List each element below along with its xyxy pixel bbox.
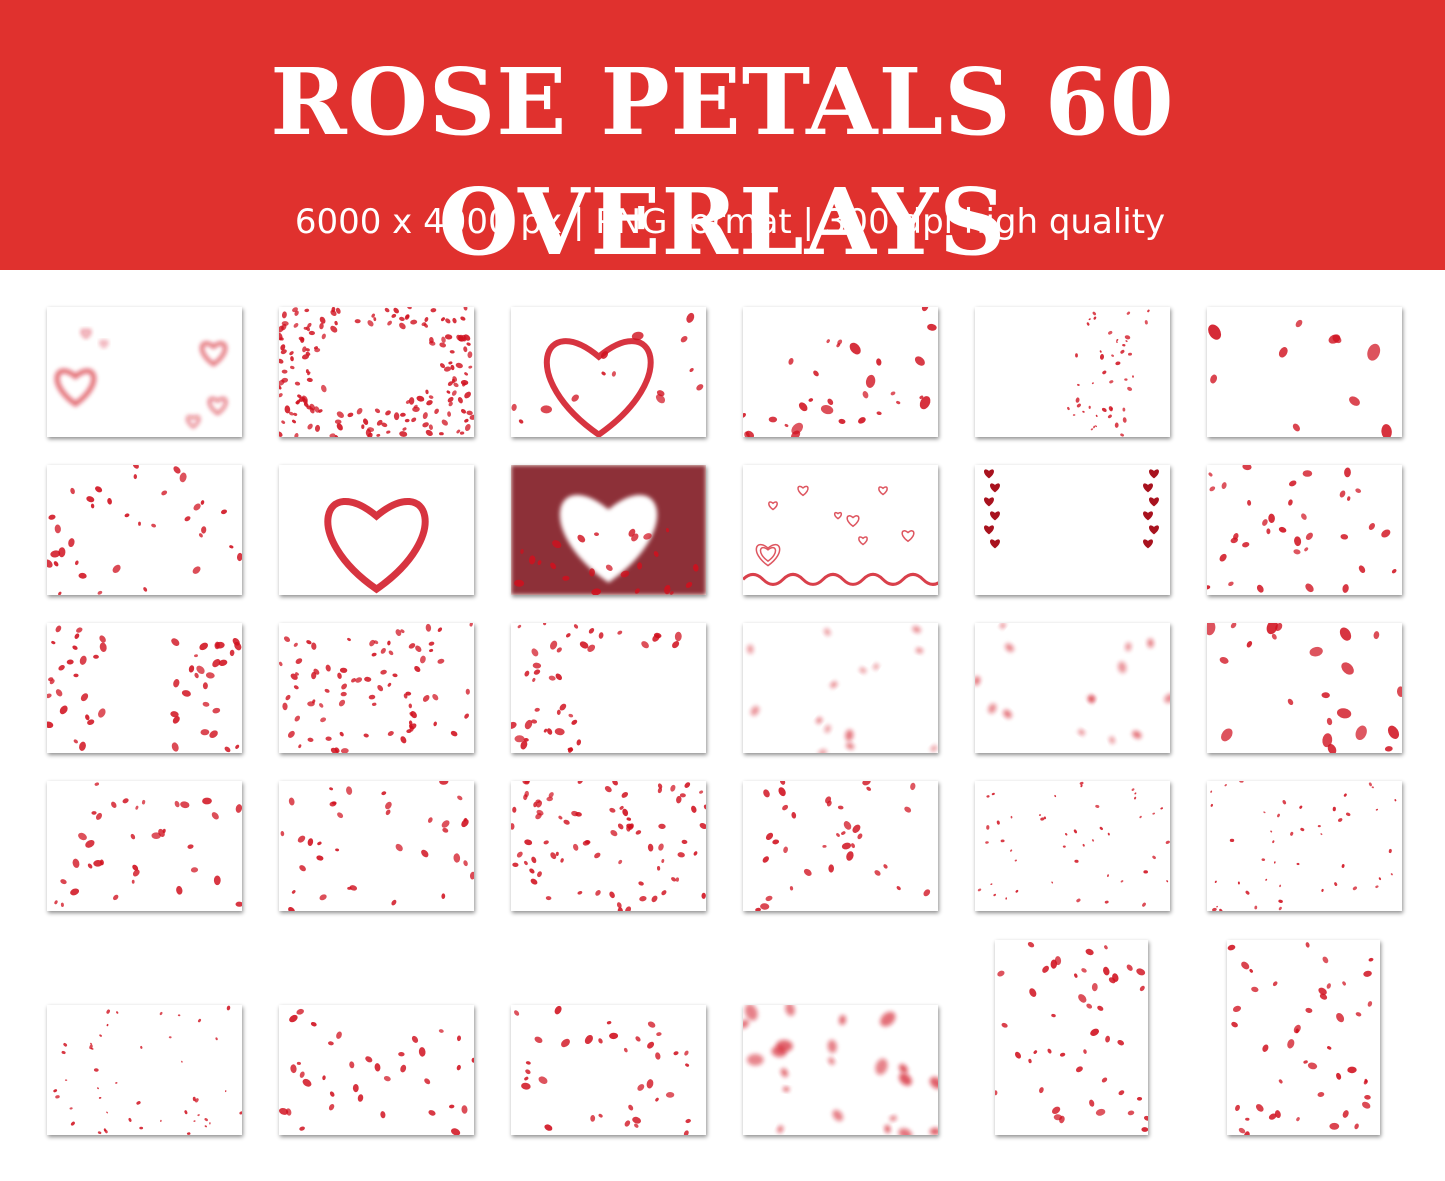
page-title: ROSE PETALS 60 OVERLAYS xyxy=(270,48,1175,276)
petal-overlay-preview xyxy=(511,623,682,753)
petal-overlay-preview xyxy=(511,312,704,437)
overlay-thumbnail xyxy=(1207,465,1402,595)
petal-overlay-preview xyxy=(511,465,706,595)
overlay-thumbnail xyxy=(743,1005,938,1135)
petal-overlay-preview xyxy=(1227,942,1374,1135)
overlay-thumbnail xyxy=(511,623,706,753)
petal-overlay-preview xyxy=(755,781,931,911)
overlay-thumbnail xyxy=(975,623,1170,753)
petal-overlay-preview xyxy=(54,782,242,907)
petal-overlay-preview xyxy=(47,625,242,753)
petal-overlay-preview xyxy=(1207,623,1402,753)
overlay-thumbnail xyxy=(47,465,242,595)
overlay-thumbnail xyxy=(743,307,938,437)
overlay-thumbnail xyxy=(279,465,474,595)
petal-overlay-preview xyxy=(995,941,1148,1132)
petal-overlay-preview xyxy=(1067,309,1150,437)
petal-overlay-preview xyxy=(47,465,242,595)
petal-overlay-preview xyxy=(984,469,1159,549)
overlay-thumbnail xyxy=(511,1005,706,1135)
overlay-thumbnail xyxy=(995,940,1148,1135)
overlay-thumbnail xyxy=(47,1005,242,1135)
overlay-thumbnail xyxy=(511,465,706,595)
overlay-thumbnail xyxy=(975,307,1170,437)
overlay-thumbnail xyxy=(279,307,474,437)
petal-overlay-preview xyxy=(514,1005,691,1135)
overlay-thumbnail xyxy=(1207,623,1402,753)
overlay-thumbnail xyxy=(279,781,474,911)
petal-overlay-preview xyxy=(1208,319,1392,437)
overlay-thumbnail xyxy=(1207,781,1402,911)
petal-overlay-preview xyxy=(743,307,937,437)
petal-overlay-preview xyxy=(1207,465,1397,593)
overlay-thumbnail xyxy=(743,465,938,595)
overlay-thumbnail xyxy=(47,781,242,911)
petal-overlay-preview xyxy=(977,781,1170,907)
overlay-thumbnail xyxy=(511,781,706,911)
overlay-thumbnail xyxy=(47,307,242,437)
petal-overlay-preview xyxy=(511,781,706,911)
petal-overlay-preview xyxy=(279,1008,474,1135)
petal-overlay-preview xyxy=(54,329,228,429)
page-subtitle: 6000 x 4000 px | PNG format | 300 dpi hi… xyxy=(294,202,1166,242)
overlay-thumbnail xyxy=(511,307,706,437)
petal-overlay-preview xyxy=(279,307,474,437)
petal-overlay-preview xyxy=(53,1005,242,1135)
overlay-thumbnail xyxy=(1227,940,1380,1135)
petal-overlay-preview xyxy=(975,623,1170,744)
petal-overlay-preview xyxy=(279,623,473,753)
overlay-thumbnail xyxy=(743,781,938,911)
overlay-thumbnail xyxy=(279,1005,474,1135)
overlay-thumbnail xyxy=(1207,307,1402,437)
petal-overlay-preview xyxy=(743,485,938,586)
petal-overlay-preview xyxy=(324,498,429,594)
petal-overlay-preview xyxy=(743,1005,938,1135)
overlay-thumbnail xyxy=(279,623,474,753)
overlay-thumbnail xyxy=(975,781,1170,911)
overlay-thumbnail xyxy=(975,465,1170,595)
title-banner: ROSE PETALS 60 OVERLAYS 6000 x 4000 px |… xyxy=(0,0,1445,276)
petal-overlay-preview xyxy=(747,626,938,753)
petal-overlay-preview xyxy=(280,781,474,911)
petal-overlay-preview xyxy=(1210,781,1397,911)
overlay-thumbnail xyxy=(743,623,938,753)
overlay-thumbnail xyxy=(47,623,242,753)
